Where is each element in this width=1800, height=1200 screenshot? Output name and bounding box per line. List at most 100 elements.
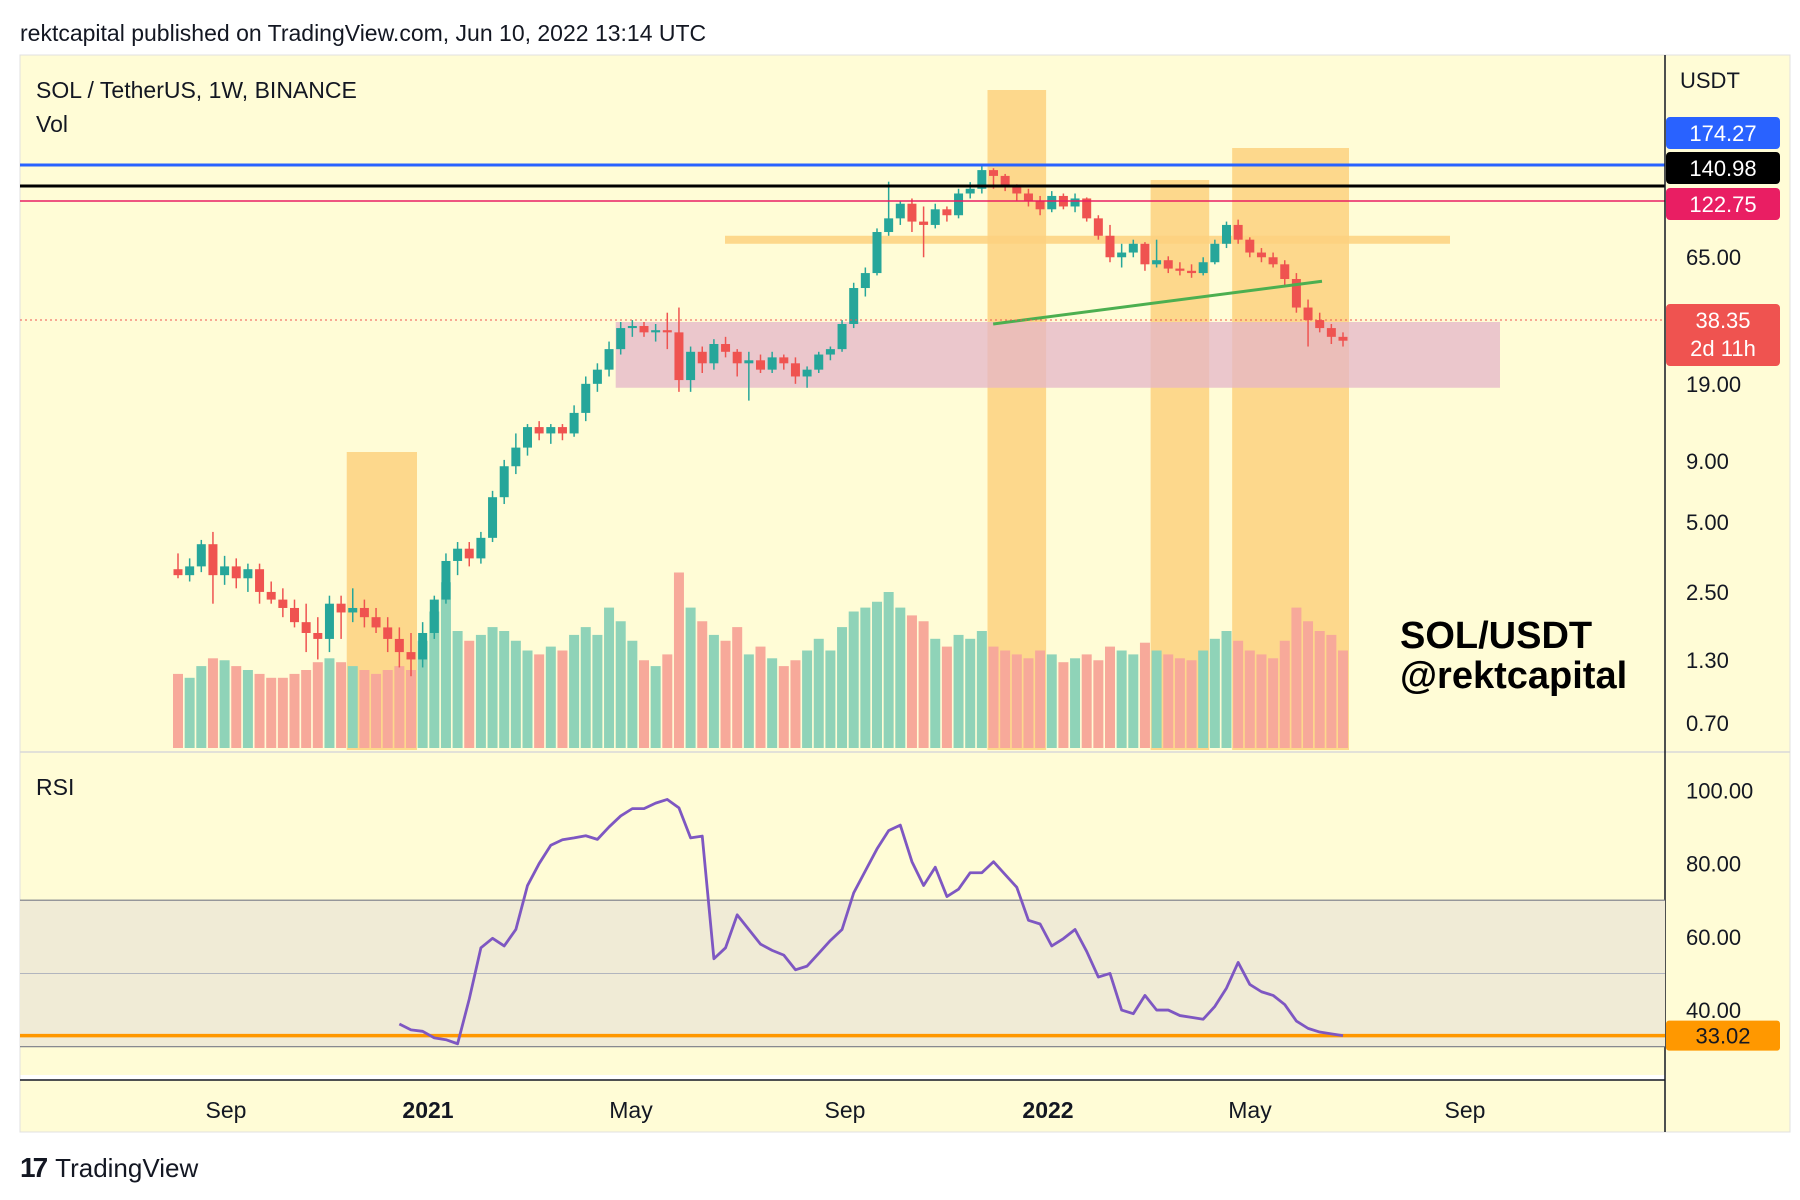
price-tag-label: 122.75 <box>1689 192 1756 217</box>
candle-body <box>756 360 765 370</box>
candle-body <box>744 360 754 364</box>
support-trendline <box>992 279 1323 326</box>
candle-body <box>651 330 661 333</box>
volume-bar <box>569 634 580 748</box>
candle <box>196 539 206 573</box>
candle-body <box>383 627 393 639</box>
candle <box>1291 273 1301 313</box>
candle-body <box>1093 218 1103 236</box>
candle <box>1023 188 1033 207</box>
candle <box>1280 260 1290 286</box>
candle-body <box>942 209 952 216</box>
volume-bar <box>1081 654 1092 748</box>
candle <box>371 607 381 633</box>
volume-bar <box>510 640 521 748</box>
price-tick-label: 0.70 <box>1686 711 1729 736</box>
candle <box>569 405 579 437</box>
pink-demand-zone <box>615 322 1500 388</box>
volume-bar <box>254 673 265 748</box>
time-tick-label: Sep <box>825 1097 866 1123</box>
volume-bar <box>1000 650 1011 748</box>
candle-body <box>1233 224 1243 240</box>
price-tick-label: 5.00 <box>1686 510 1729 535</box>
candle <box>790 357 800 384</box>
candle <box>278 588 288 618</box>
candle <box>1105 224 1115 263</box>
candle <box>523 424 532 456</box>
volume-bar <box>1174 658 1185 748</box>
annotation-pair: SOL/USDT <box>1400 615 1592 657</box>
volume-bar <box>1023 658 1034 748</box>
candle-body <box>290 607 299 623</box>
chart-frame <box>19 54 1791 1133</box>
candle <box>511 433 521 475</box>
volume-bar <box>848 611 859 748</box>
candle-body <box>453 548 463 561</box>
candle-body <box>569 412 579 434</box>
candle <box>814 351 824 374</box>
candle <box>744 351 754 401</box>
volume-bar <box>1163 654 1174 748</box>
candle <box>1117 243 1127 268</box>
volume-bar <box>301 670 312 748</box>
price-tag-bg <box>1666 188 1780 220</box>
volume-bar <box>417 640 428 748</box>
volume-bar <box>580 627 591 748</box>
candle <box>616 322 626 355</box>
candle <box>674 307 684 392</box>
candle <box>884 181 894 236</box>
candle <box>1245 237 1255 258</box>
tradingview-logo[interactable]: 17 TradingView <box>20 1152 198 1184</box>
candle <box>1128 239 1138 258</box>
candle-body <box>208 544 218 576</box>
volume-bar <box>534 654 545 748</box>
axis-currency-label: USDT <box>1680 68 1740 93</box>
volume-bar <box>359 670 370 748</box>
candle-body <box>1000 175 1010 187</box>
candle <box>1268 252 1278 268</box>
candle-body <box>1222 224 1231 244</box>
candle <box>1175 262 1185 276</box>
candle-body <box>313 632 323 639</box>
candle <box>779 354 789 370</box>
candle-body <box>616 328 626 350</box>
rsi-tick-label: 40.00 <box>1686 998 1741 1023</box>
volume-bar <box>1338 650 1348 748</box>
candle-body <box>1082 198 1092 219</box>
candle <box>441 553 451 604</box>
candle <box>686 346 696 392</box>
candle-body <box>814 354 824 370</box>
volume-bar <box>708 634 719 748</box>
candle <box>930 203 940 229</box>
candle <box>208 531 218 604</box>
price-tag-bg <box>1666 152 1780 184</box>
candle <box>1315 312 1325 333</box>
volume-bar <box>266 677 277 748</box>
rsi-tick-label: 60.00 <box>1686 925 1741 950</box>
candle-body <box>1070 198 1080 207</box>
candle <box>721 336 731 358</box>
tradingview-logo-icon: 17 <box>20 1152 48 1183</box>
volume-bar <box>1011 654 1022 748</box>
candle <box>488 490 498 543</box>
candle <box>977 164 987 194</box>
candle <box>627 320 637 337</box>
candle-body <box>965 188 975 194</box>
candle-body <box>1012 186 1022 194</box>
publisher-line: rektcapital published on TradingView.com… <box>20 20 707 46</box>
volume-bar <box>557 650 568 748</box>
candle-body <box>523 427 532 448</box>
volume-bar <box>1198 650 1209 748</box>
candle <box>837 320 847 352</box>
candle-body <box>1140 243 1150 265</box>
volume-bar <box>1035 650 1046 748</box>
candle <box>313 617 323 660</box>
candle-body <box>1291 279 1301 308</box>
candle-body <box>1163 260 1173 269</box>
candle <box>290 599 299 628</box>
candle <box>1163 256 1173 274</box>
candle-body <box>1315 320 1325 329</box>
volume-bar <box>965 638 976 748</box>
candle-body <box>954 193 964 216</box>
